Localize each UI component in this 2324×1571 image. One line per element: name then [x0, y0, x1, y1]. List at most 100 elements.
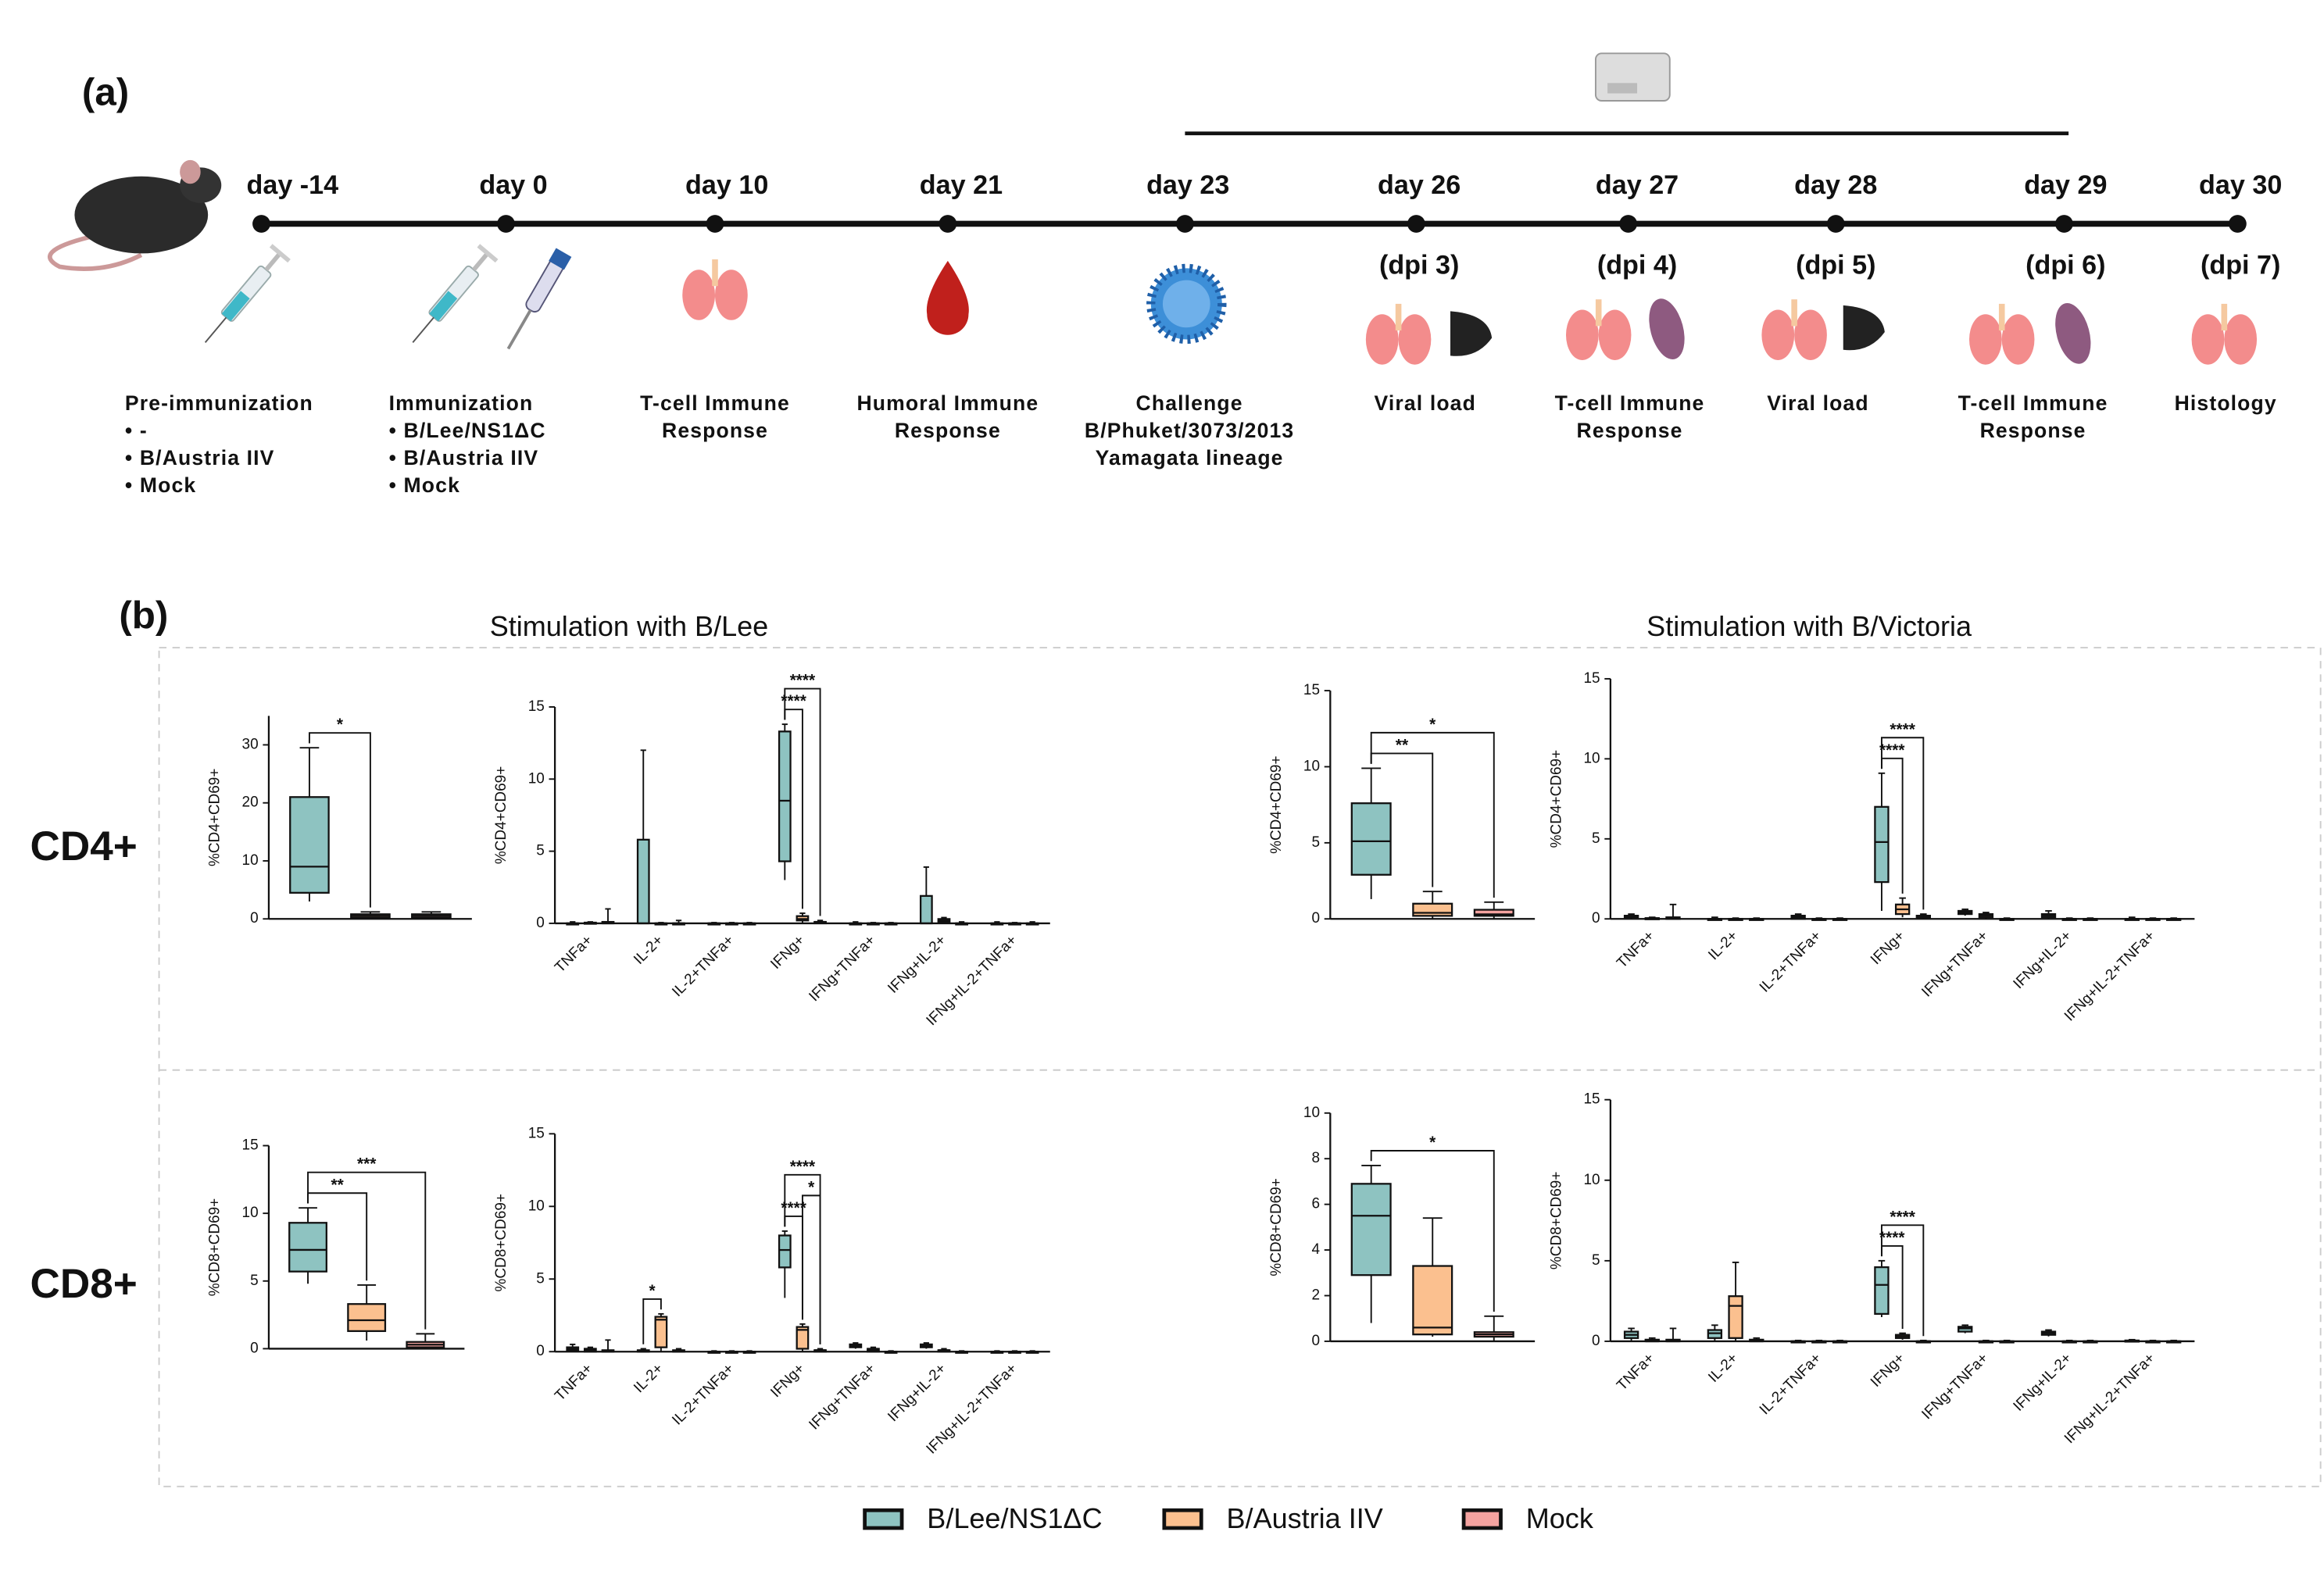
x-tick-label: IFNg+TNFa+ — [1918, 927, 1991, 1000]
y-tick-label: 0 — [1311, 910, 1320, 927]
y-tick-label: 10 — [242, 1205, 259, 1221]
y-tick-label: 10 — [1303, 758, 1320, 774]
y-axis-label: %CD4+CD69+ — [493, 766, 509, 864]
legend-label: B/Austria IIV — [1227, 1502, 1383, 1534]
significance-label: * — [1429, 716, 1436, 734]
y-tick-label: 0 — [1311, 1333, 1320, 1349]
significance-label: ** — [331, 1176, 344, 1194]
significance-label: **** — [1879, 1229, 1905, 1247]
box — [289, 796, 330, 894]
significance-label: **** — [790, 672, 816, 690]
x-tick-label: IL-2+ — [1705, 1350, 1741, 1386]
mouse-icon — [48, 159, 222, 271]
y-tick-label: 5 — [1592, 1252, 1600, 1269]
box — [1412, 1265, 1453, 1336]
x-tick-label: IFNg+IL-2+ — [2011, 1350, 2076, 1415]
y-tick-label: 5 — [536, 1270, 545, 1287]
x-tick-label: IL-2+ — [631, 1360, 667, 1396]
box — [654, 1316, 668, 1348]
timeline-desc: Yamagata lineage — [1096, 446, 1284, 470]
timeline-dot — [706, 215, 724, 233]
timeline-desc: Response — [662, 419, 768, 442]
y-tick-label: 15 — [1584, 670, 1600, 687]
y-tick-label: 5 — [1592, 830, 1600, 847]
timeline-desc: Immunization — [389, 391, 534, 415]
timeline-dpi: (dpi 3) — [1379, 251, 1459, 280]
timeline-desc: Histology — [2175, 391, 2277, 415]
timeline-desc: B/Phuket/3073/2013 — [1085, 419, 1294, 442]
timeline-desc: T-cell Immune — [640, 391, 790, 415]
x-tick-label: IL-2+TNFa+ — [1757, 927, 1825, 995]
y-tick-label: 10 — [242, 852, 259, 869]
box — [1350, 1183, 1392, 1276]
timeline-dot — [1176, 215, 1194, 233]
significance-label: *** — [357, 1155, 377, 1173]
panel-label: (b) — [119, 594, 168, 637]
timeline-desc: • B/Lee/NS1ΔC — [389, 419, 546, 442]
legend-label: B/Lee/NS1ΔC — [927, 1502, 1102, 1534]
x-tick-label: IL-2+ — [631, 932, 667, 968]
significance-label: * — [1429, 1134, 1436, 1151]
x-tick-label: IFNg+TNFa+ — [1918, 1350, 1991, 1423]
timeline-desc: Response — [1980, 419, 2086, 442]
x-tick-label: IFNg+IL-2+ — [2011, 927, 2076, 992]
timeline-desc: T-cell Immune — [1555, 391, 1705, 415]
timeline-desc: Humoral Immune — [856, 391, 1039, 415]
y-tick-label: 15 — [242, 1137, 259, 1154]
y-tick-label: 5 — [1311, 834, 1320, 851]
box — [288, 1222, 327, 1273]
box — [796, 1326, 810, 1350]
timeline-dot — [2229, 215, 2247, 233]
timeline-desc: • B/Austria IIV — [389, 446, 539, 470]
y-axis-label: %CD8+CD69+ — [493, 1194, 509, 1291]
box — [1728, 1295, 1743, 1339]
x-tick-label: IFNg+ — [1868, 927, 1908, 968]
timeline-day: day 30 — [2199, 170, 2282, 200]
box — [1473, 909, 1514, 917]
x-tick-label: TNFa+ — [1614, 1350, 1657, 1394]
y-tick-label: 5 — [536, 843, 545, 859]
x-tick-label: IFNg+ — [1868, 1350, 1908, 1391]
box — [778, 1234, 792, 1269]
significance-label: **** — [781, 1199, 806, 1217]
y-axis-label: %CD8+CD69+ — [1268, 1178, 1285, 1276]
significance-bracket — [801, 1194, 821, 1344]
x-tick-label: IL-2+ — [1705, 927, 1741, 963]
timeline-desc: Viral load — [1375, 391, 1476, 415]
x-tick-label: IFNg+IL-2+ — [885, 932, 949, 997]
timeline-day: day 10 — [685, 170, 768, 200]
timeline-day: day 23 — [1146, 170, 1229, 200]
significance-label: **** — [790, 1158, 816, 1176]
timeline-dpi: (dpi 4) — [1597, 251, 1677, 280]
significance-bracket — [308, 732, 371, 908]
significance-bracket — [1880, 1224, 1925, 1337]
timeline-dot — [1407, 215, 1425, 233]
significance-bracket — [642, 1298, 662, 1344]
y-tick-label: 8 — [1311, 1150, 1320, 1166]
timeline-desc: Response — [1577, 419, 1683, 442]
timeline-day: day 29 — [2024, 170, 2107, 200]
y-tick-label: 10 — [528, 770, 545, 787]
x-tick-label: IFNg+ — [767, 1360, 808, 1401]
significance-bracket — [784, 687, 821, 916]
timeline-day: day 21 — [920, 170, 1003, 200]
y-axis-label: %CD8+CD69+ — [207, 1198, 223, 1296]
significance-label: * — [808, 1178, 815, 1196]
y-axis-label: %CD8+CD69+ — [1549, 1172, 1565, 1269]
timeline-day: day 28 — [1794, 170, 1877, 200]
significance-bracket — [1370, 1150, 1495, 1312]
y-tick-label: 0 — [1592, 910, 1600, 927]
timeline-dpi: (dpi 7) — [2201, 251, 2280, 280]
y-tick-label: 2 — [1311, 1287, 1320, 1304]
y-tick-label: 15 — [528, 698, 545, 715]
significance-bracket — [784, 1173, 821, 1344]
box — [636, 838, 650, 925]
row-label: CD4+ — [30, 823, 138, 869]
x-tick-label: TNFa+ — [552, 932, 595, 976]
significance-label: **** — [1879, 741, 1905, 759]
y-tick-label: 10 — [1584, 1172, 1600, 1188]
y-tick-label: 0 — [536, 1343, 545, 1359]
x-tick-label: IFNg+IL-2+ — [885, 1360, 949, 1425]
x-tick-label: IFNg+TNFa+ — [806, 1360, 878, 1433]
